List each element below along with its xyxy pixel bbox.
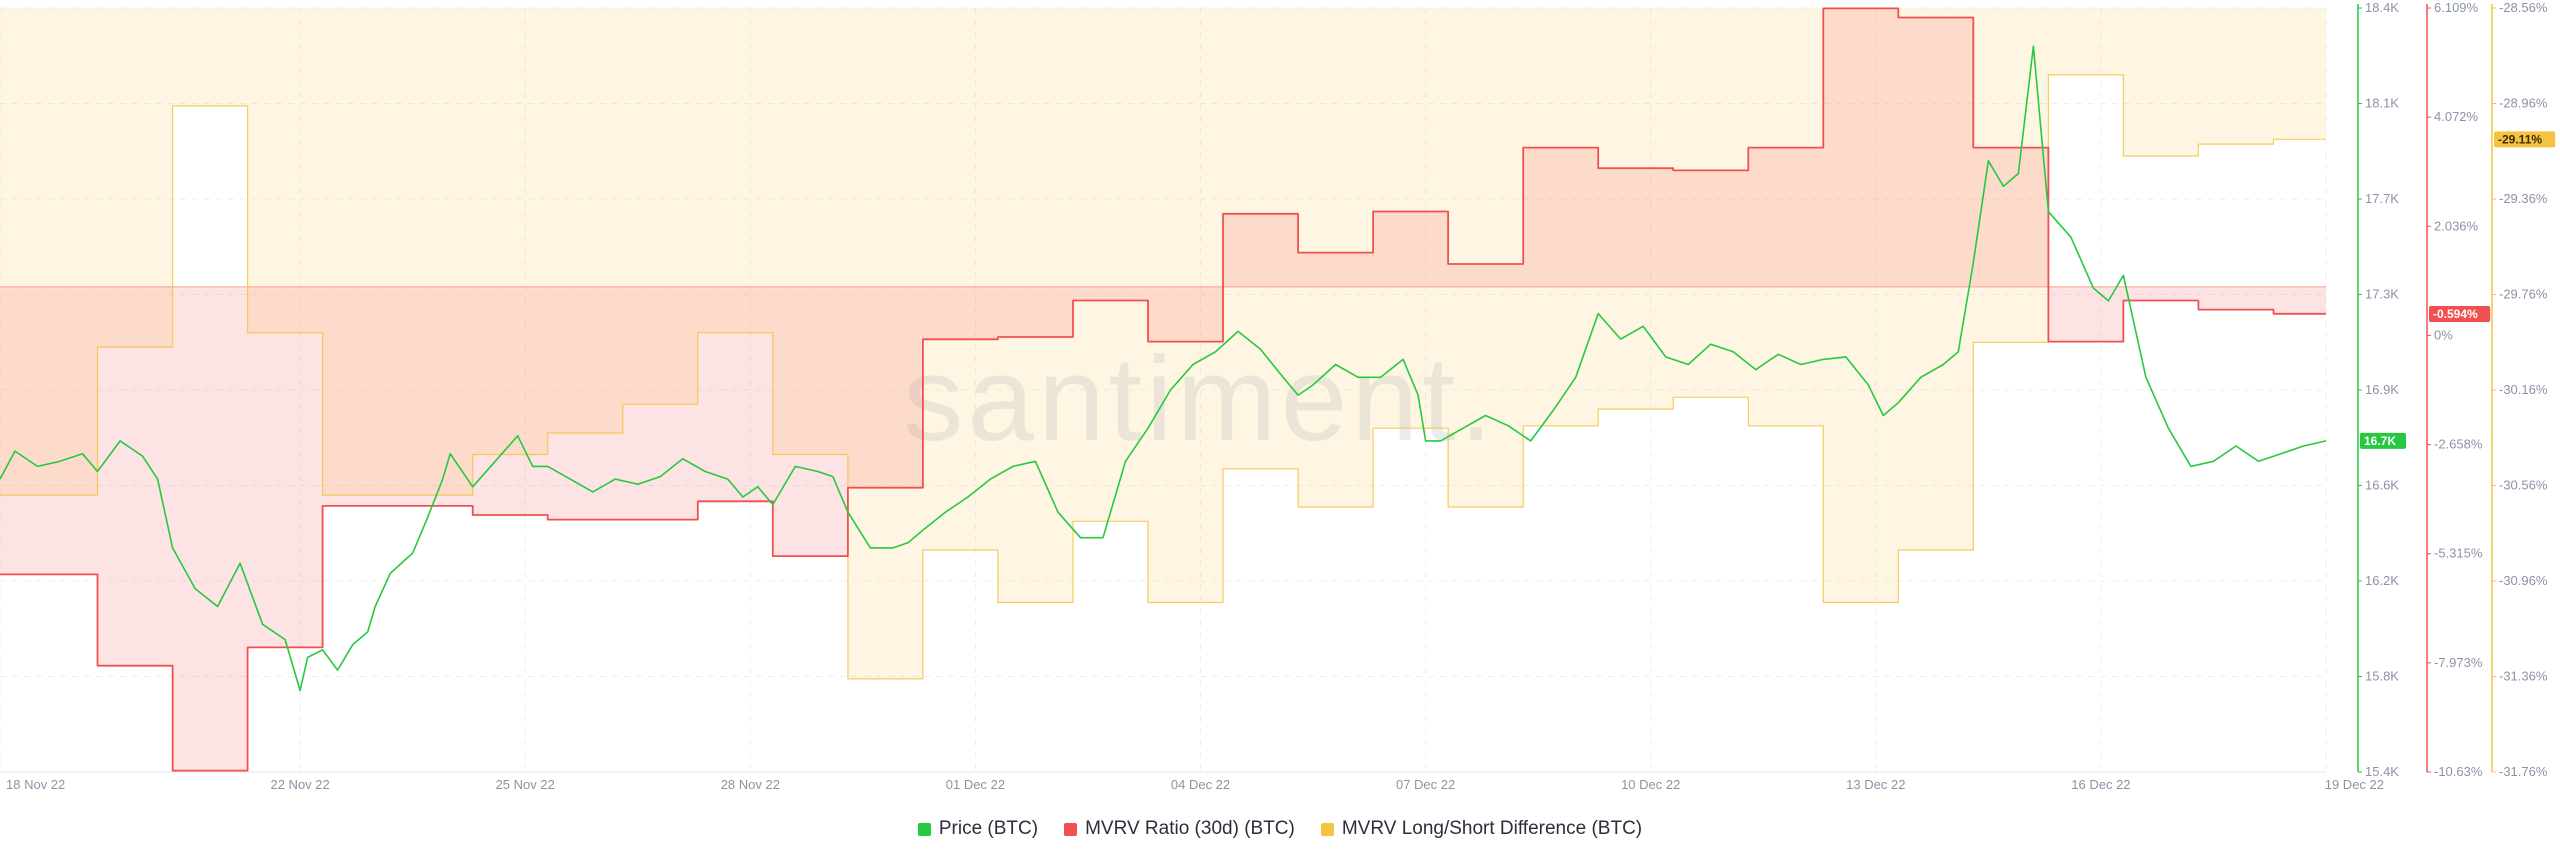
- mvrv-area: [0, 8, 2326, 771]
- price-axis-tick-label: 15.8K: [2365, 669, 2399, 684]
- series-fills: [0, 8, 2326, 771]
- mvrv-axis-tick-label: -5.315%: [2434, 546, 2483, 561]
- legend-swatch: [917, 822, 931, 836]
- x-tick-label: 01 Dec 22: [946, 777, 1005, 792]
- series-line-0: [0, 45, 2327, 692]
- ls-axis-tick-label: -31.76%: [2499, 764, 2548, 779]
- price-axis-current-badge: [2360, 432, 2406, 449]
- mvrv-axis-current-value: -0.594%: [2433, 307, 2478, 321]
- price-axis-tick-label: 17.3K: [2365, 287, 2399, 302]
- series-lines: [0, 7, 2327, 772]
- series-line-1: [0, 7, 2326, 772]
- grid: [0, 7, 2327, 773]
- legend-label: Price (BTC): [938, 818, 1039, 839]
- legend-item[interactable]: Price (BTC): [917, 818, 1039, 840]
- price-axis-tick-label: 15.4K: [2365, 764, 2399, 779]
- price-axis-tick-label: 17.7K: [2365, 191, 2399, 206]
- x-tick-label: 18 Nov 22: [6, 777, 65, 792]
- mvrv-axis-tick-label: 6.109%: [2434, 0, 2479, 15]
- price-axis-tick-label: 16.2K: [2365, 573, 2399, 588]
- mvrv-axis-tick-label: -2.658%: [2434, 437, 2483, 452]
- legend-swatch: [1064, 822, 1078, 836]
- axes: 18.4K 18.1K 17.7K 17.3K 16.9K 16.6K 16.2K 15.8K…: [2357, 0, 2556, 779]
- price-axis-tick-label: 18.4K: [2365, 0, 2399, 15]
- x-tick-label: 16 Dec 22: [2071, 777, 2130, 792]
- ls-axis-tick-label: -28.96%: [2499, 96, 2548, 111]
- santiment-watermark: santiment.: [903, 332, 1497, 466]
- price-axis-tick-label: 16.6K: [2365, 478, 2399, 493]
- x-tick-label: 13 Dec 22: [1846, 777, 1905, 792]
- legend-item[interactable]: MVRV Ratio (30d) (BTC): [1064, 818, 1295, 840]
- ls-area: [0, 8, 2326, 679]
- legend-item[interactable]: MVRV Long/Short Difference (BTC): [1320, 818, 1643, 840]
- mvrv-axis-tick-label: 4.072%: [2434, 109, 2479, 124]
- ls-axis-tick-label: -31.36%: [2499, 669, 2548, 684]
- mvrv-axis-tick-label: 0%: [2434, 327, 2453, 342]
- price-axis-tick-label: 18.1K: [2365, 96, 2399, 111]
- mvrv-axis-tick-label: 2.036%: [2434, 218, 2479, 233]
- ls-axis-current-badge: [2494, 131, 2556, 148]
- ls-axis-tick-label: -30.56%: [2499, 478, 2548, 493]
- price-axis-current-value: 16.7K: [2364, 434, 2396, 448]
- x-tick-label: 28 Nov 22: [721, 777, 780, 792]
- x-tick-label: 19 Dec 22: [2325, 777, 2384, 792]
- ls-axis-current-value: -29.11%: [2498, 132, 2542, 146]
- price-axis-tick-label: 16.9K: [2365, 382, 2399, 397]
- ls-axis-tick-label: -29.36%: [2499, 191, 2548, 206]
- ls-axis-tick-label: -28.56%: [2499, 0, 2548, 15]
- mvrv-axis-tick-label: -10.63%: [2434, 764, 2483, 779]
- x-tick-label: 10 Dec 22: [1621, 777, 1680, 792]
- legend-swatch: [1320, 822, 1334, 836]
- x-tick-label: 22 Nov 22: [270, 777, 329, 792]
- series-line-2: [0, 74, 2326, 680]
- mvrv-axis-current-badge: [2429, 305, 2491, 322]
- legend-label: MVRV Ratio (30d) (BTC): [1085, 818, 1295, 839]
- mvrv-axis-tick-label: -7.973%: [2434, 655, 2483, 670]
- legend-label: MVRV Long/Short Difference (BTC): [1341, 818, 1643, 839]
- x-tick-label: 07 Dec 22: [1396, 777, 1455, 792]
- legend: Price (BTC) MVRV Ratio (30d) (BTC) MVRV Lo…: [0, 818, 2560, 840]
- ls-axis-tick-label: -30.96%: [2499, 573, 2548, 588]
- x-axis-ticks: 18 Nov 22 22 Nov 22 25 Nov 22 28 Nov 22 01 D…: [0, 771, 2384, 792]
- ls-axis-tick-label: -30.16%: [2499, 382, 2548, 397]
- x-tick-label: 25 Nov 22: [496, 777, 555, 792]
- x-tick-label: 04 Dec 22: [1171, 777, 1230, 792]
- ls-axis-tick-label: -29.76%: [2499, 287, 2548, 302]
